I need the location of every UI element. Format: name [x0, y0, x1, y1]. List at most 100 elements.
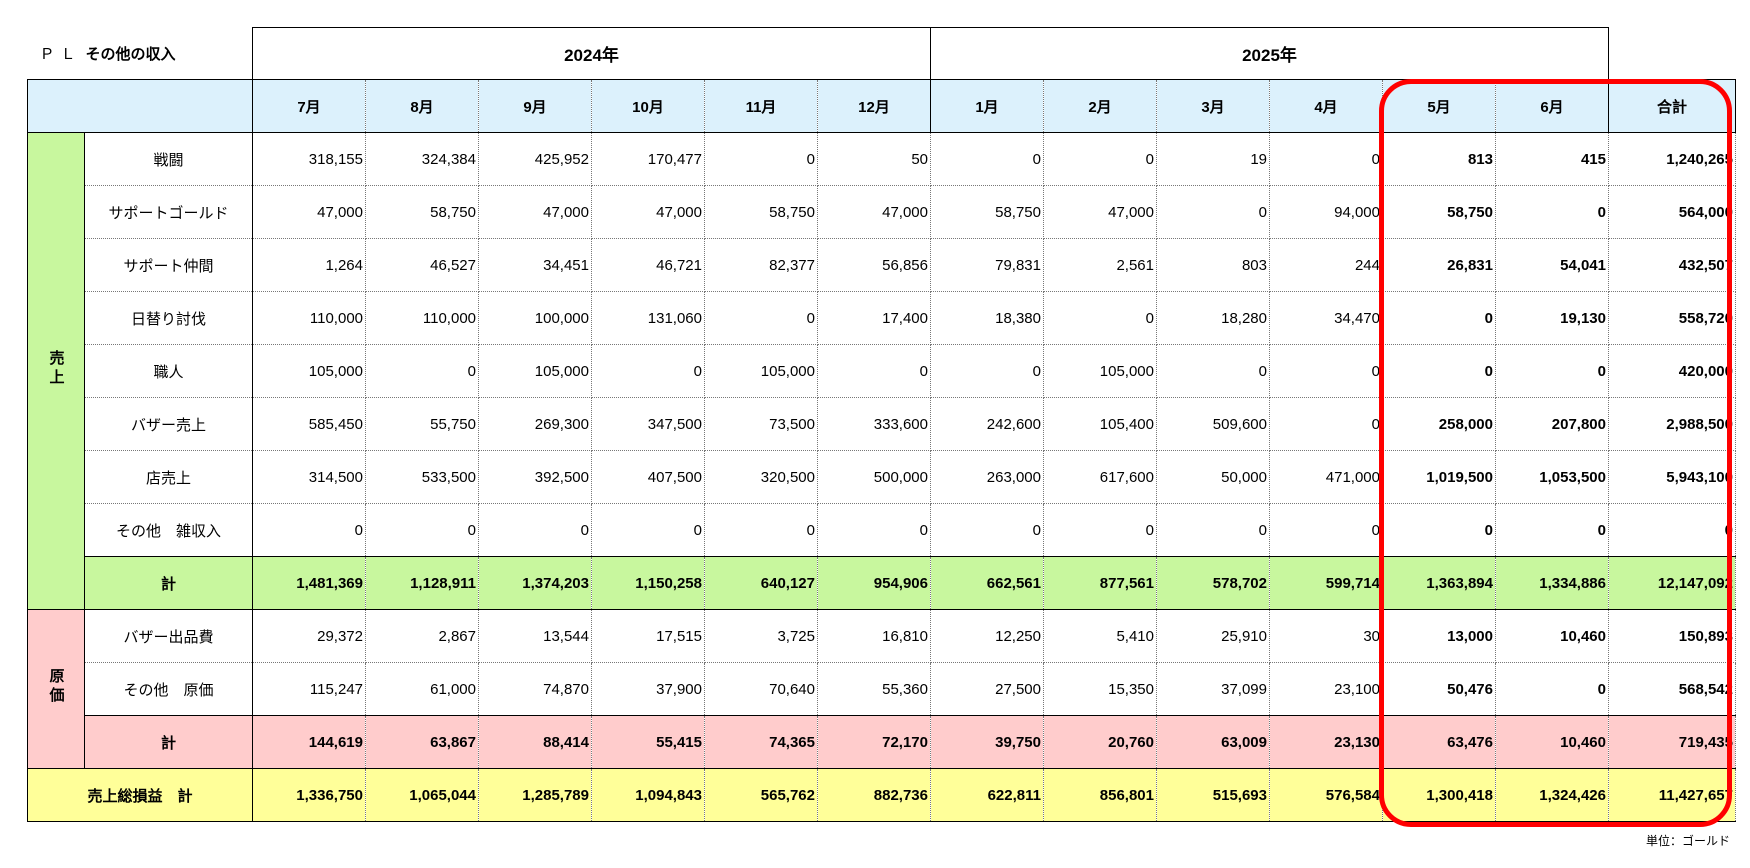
value-cell: 58,750: [704, 185, 818, 239]
data-row: サポートゴールド 47,000 58,750 47,000 47,000 58,750 47…: [28, 185, 1736, 239]
value-cell: 314,500: [252, 450, 366, 504]
subtotal-label: 計: [84, 556, 253, 610]
value-cell: 74,870: [478, 662, 592, 716]
value-cell: 55,415: [591, 715, 705, 769]
value-cell: 856,801: [1043, 768, 1157, 822]
value-cell: 2,561: [1043, 238, 1157, 292]
total-cell: 11,427,657: [1608, 768, 1736, 822]
month-header: 1月: [930, 79, 1044, 133]
value-cell: 5,410: [1043, 609, 1157, 663]
row-label: 日替り討伐: [84, 291, 253, 345]
value-cell: 0: [704, 503, 818, 557]
value-cell: 25,910: [1156, 609, 1270, 663]
value-cell: 105,000: [1043, 344, 1157, 398]
title-text: その他の収入: [85, 45, 176, 63]
month-header: 7月: [252, 79, 366, 133]
value-cell: 63,867: [365, 715, 479, 769]
value-cell: 533,500: [365, 450, 479, 504]
year-header: 2024年: [252, 27, 931, 80]
value-cell: 30: [1269, 609, 1383, 663]
value-cell: 110,000: [365, 291, 479, 345]
value-cell: 1,264: [252, 238, 366, 292]
gross-label: 売上総損益 計: [27, 768, 253, 822]
value-cell: 58,750: [365, 185, 479, 239]
row-label: 店売上: [84, 450, 253, 504]
value-cell: 63,476: [1382, 715, 1496, 769]
value-cell: 622,811: [930, 768, 1044, 822]
value-cell: 1,324,426: [1495, 768, 1609, 822]
value-cell: 17,515: [591, 609, 705, 663]
value-cell: 1,334,886: [1495, 556, 1609, 610]
value-cell: 509,600: [1156, 397, 1270, 451]
value-cell: 54,041: [1495, 238, 1609, 292]
row-label: 戦闘: [84, 132, 253, 186]
month-header: 3月: [1156, 79, 1270, 133]
value-cell: 56,856: [817, 238, 931, 292]
total-cell: 2,988,500: [1608, 397, 1736, 451]
total-cell: 558,720: [1608, 291, 1736, 345]
value-cell: 1,363,894: [1382, 556, 1496, 610]
value-cell: 244: [1269, 238, 1383, 292]
value-cell: 3,725: [704, 609, 818, 663]
value-cell: 50,000: [1156, 450, 1270, 504]
value-cell: 0: [1156, 185, 1270, 239]
value-cell: 0: [930, 132, 1044, 186]
value-cell: 88,414: [478, 715, 592, 769]
value-cell: 0: [1156, 344, 1270, 398]
row-label: バザー売上: [84, 397, 253, 451]
value-cell: 0: [930, 344, 1044, 398]
value-cell: 74,365: [704, 715, 818, 769]
total-cell: 150,893: [1608, 609, 1736, 663]
value-cell: 2,867: [365, 609, 479, 663]
title-row: ＰＬ その他の収入 2024年 2025年: [28, 27, 1736, 80]
group-text: 原価: [47, 668, 65, 706]
value-cell: 58,750: [930, 185, 1044, 239]
value-cell: 105,000: [252, 344, 366, 398]
value-cell: 100,000: [478, 291, 592, 345]
value-cell: 0: [591, 503, 705, 557]
total-cell: 564,000: [1608, 185, 1736, 239]
value-cell: 170,477: [591, 132, 705, 186]
value-cell: 61,000: [365, 662, 479, 716]
value-cell: 144,619: [252, 715, 366, 769]
value-cell: 34,470: [1269, 291, 1383, 345]
value-cell: 26,831: [1382, 238, 1496, 292]
value-cell: 20,760: [1043, 715, 1157, 769]
value-cell: 23,100: [1269, 662, 1383, 716]
value-cell: 37,900: [591, 662, 705, 716]
value-cell: 0: [1382, 291, 1496, 345]
value-cell: 37,099: [1156, 662, 1270, 716]
value-cell: 0: [1269, 344, 1383, 398]
value-cell: 16,810: [817, 609, 931, 663]
month-header: 11月: [704, 79, 818, 133]
value-cell: 318,155: [252, 132, 366, 186]
value-cell: 813: [1382, 132, 1496, 186]
value-cell: 72,170: [817, 715, 931, 769]
value-cell: 263,000: [930, 450, 1044, 504]
value-cell: 63,009: [1156, 715, 1270, 769]
value-cell: 803: [1156, 238, 1270, 292]
row-label: 職人: [84, 344, 253, 398]
value-cell: 425,952: [478, 132, 592, 186]
group-label: 売上: [27, 132, 85, 610]
month-header: 9月: [478, 79, 592, 133]
value-cell: 50: [817, 132, 931, 186]
value-cell: 585,450: [252, 397, 366, 451]
value-cell: 0: [1269, 132, 1383, 186]
value-cell: 1,336,750: [252, 768, 366, 822]
header-blank: [27, 79, 253, 133]
data-row: 職人 105,000 0 105,000 0 105,000 0 0 105,000 0 0 0 0 42…: [28, 344, 1736, 398]
value-cell: 242,600: [930, 397, 1044, 451]
value-cell: 17,400: [817, 291, 931, 345]
total-cell: 432,507: [1608, 238, 1736, 292]
month-header: 12月: [817, 79, 931, 133]
value-cell: 471,000: [1269, 450, 1383, 504]
value-cell: 73,500: [704, 397, 818, 451]
value-cell: 392,500: [478, 450, 592, 504]
row-label: バザー出品費: [84, 609, 253, 663]
subtotal-row: 計 1,481,369 1,128,911 1,374,203 1,150,258 640…: [28, 556, 1736, 610]
value-cell: 94,000: [1269, 185, 1383, 239]
value-cell: 0: [1269, 503, 1383, 557]
value-cell: 0: [1495, 185, 1609, 239]
